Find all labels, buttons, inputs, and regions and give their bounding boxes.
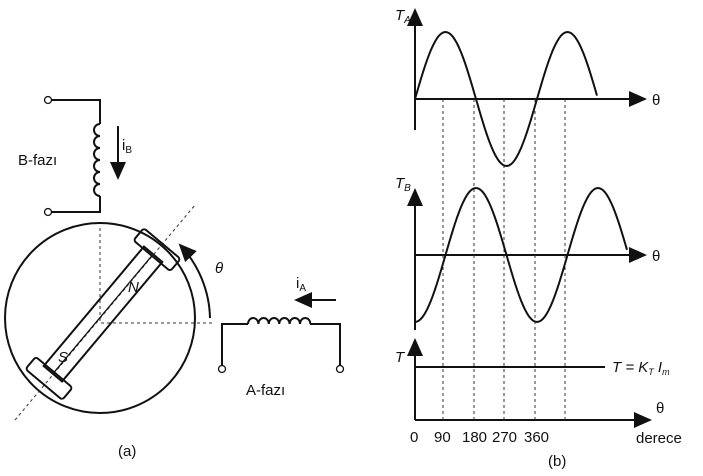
b-phase-label: B-fazı xyxy=(18,152,57,169)
theta-label: θ xyxy=(652,248,660,265)
tick-label: 180 xyxy=(462,429,487,446)
tb-label: TB xyxy=(395,175,411,194)
ta-label: TA xyxy=(395,7,411,26)
tick-label: 90 xyxy=(434,429,451,446)
south-label: S xyxy=(58,349,68,366)
rotor xyxy=(5,205,212,420)
north-label: N xyxy=(128,279,139,296)
caption-a: (a) xyxy=(118,443,136,460)
theta-label: θ xyxy=(656,400,664,417)
tick-label: 0 xyxy=(410,429,418,446)
tick-label: 360 xyxy=(524,429,549,446)
a-current-label: iA xyxy=(296,275,306,294)
figure: B-fazı iB N S θ iA A-fazı (a) xyxy=(0,0,703,476)
a-phase-label: A-fazı xyxy=(246,382,285,399)
theta-label: θ xyxy=(652,92,660,109)
a-phase-circuit xyxy=(219,300,344,373)
tick-label: 270 xyxy=(492,429,517,446)
unit-label: derece xyxy=(636,430,682,447)
t-label: T xyxy=(395,349,406,366)
angle-label: θ xyxy=(215,260,223,277)
caption-b: (b) xyxy=(548,453,566,470)
torque-equation: T = KT Im xyxy=(612,359,670,377)
b-current-label: iB xyxy=(122,137,132,156)
waveforms xyxy=(415,32,627,322)
